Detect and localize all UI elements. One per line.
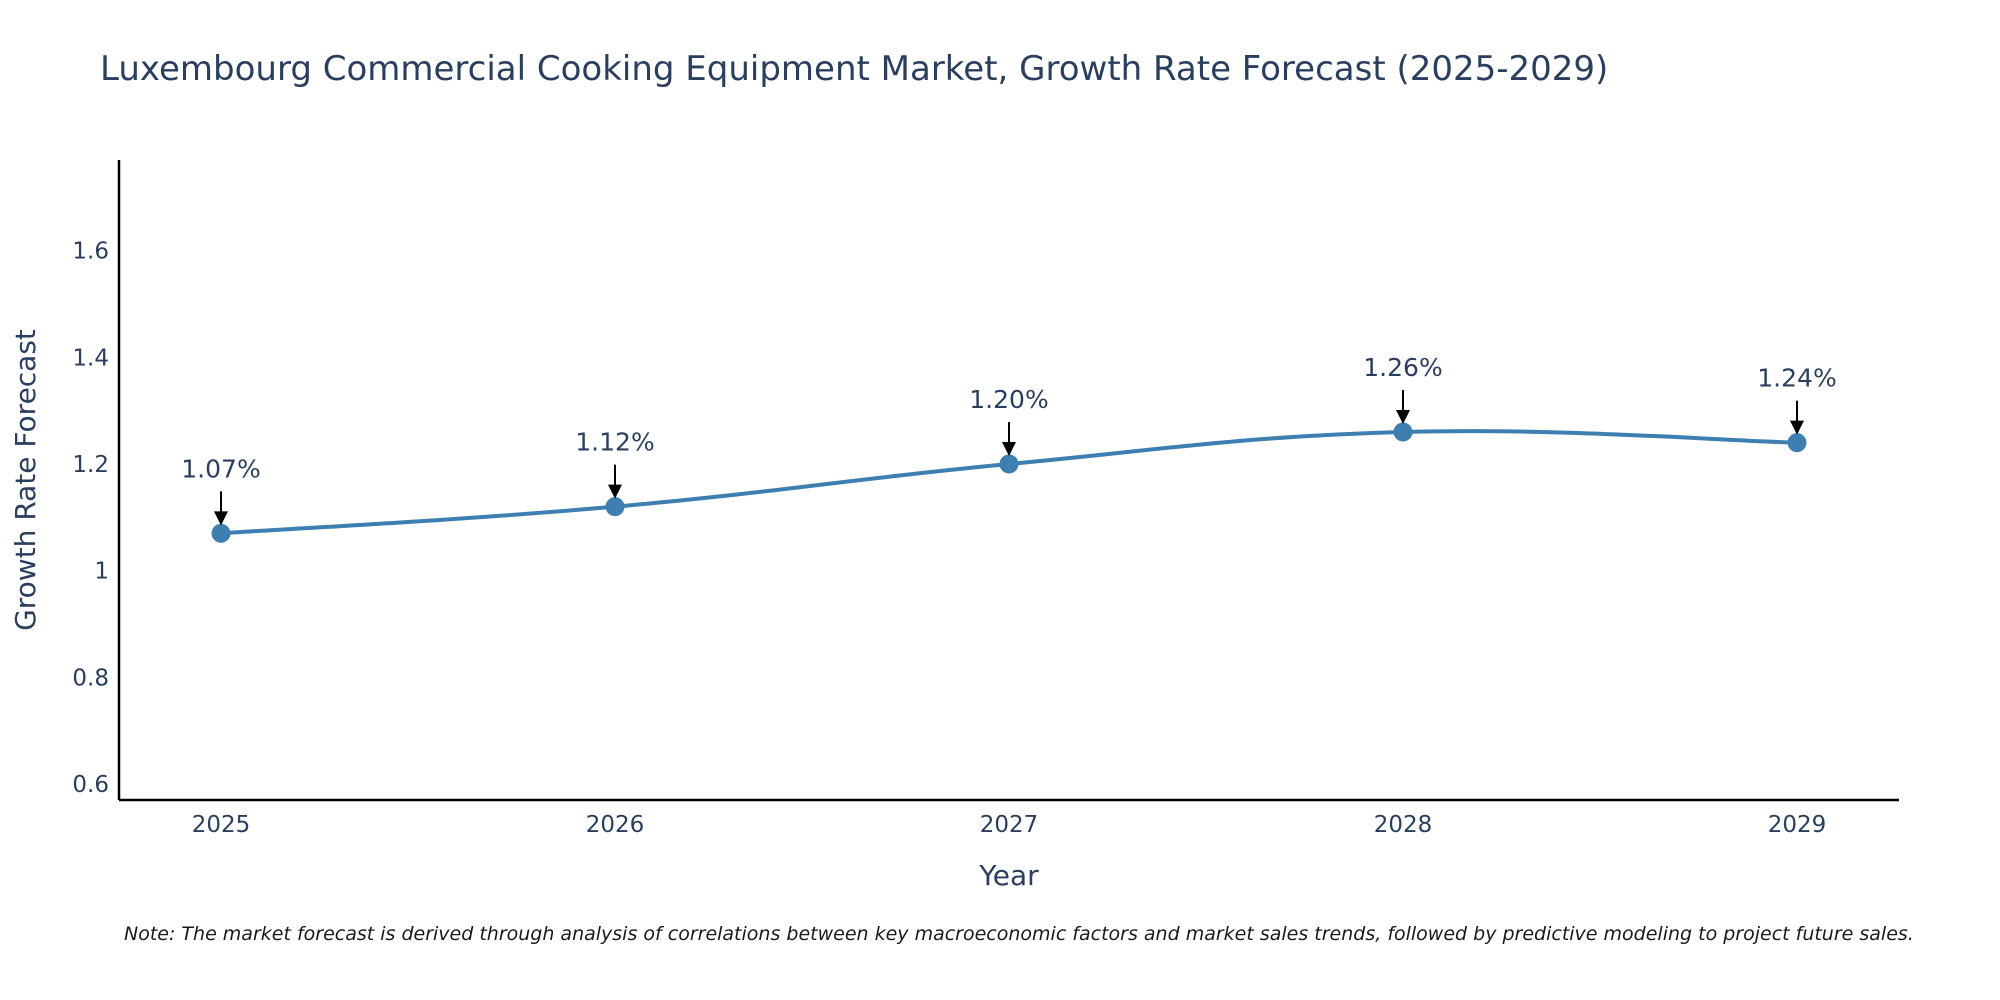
y-tick-label: 1.2 (72, 452, 109, 478)
x-tick-label: 2029 (1768, 812, 1827, 838)
annotation-arrow-head (1790, 420, 1804, 435)
annotation-arrow-head (608, 484, 622, 499)
chart-title: Luxembourg Commercial Cooking Equipment … (100, 49, 1608, 89)
y-tick-label: 0.6 (72, 772, 109, 798)
data-point-marker (605, 497, 625, 517)
y-tick-label: 0.8 (72, 665, 109, 691)
annotation-arrow-head (1396, 410, 1410, 424)
labels-layer: 1.07% 1.12% 1.20% 1.26% 1.24% (181, 353, 1837, 526)
y-tick-label: 1.6 (72, 239, 109, 265)
x-tick-label: 2026 (586, 812, 645, 838)
y-tick-label: 1.4 (72, 345, 109, 371)
annotation-arrow-head (1002, 442, 1016, 456)
series-layer (211, 422, 1807, 543)
chart-note: Note: The market forecast is derived thr… (124, 923, 1914, 945)
x-tick-label: 2027 (980, 812, 1039, 838)
data-point-marker (999, 454, 1019, 474)
data-point-marker (211, 523, 231, 543)
data-label: 1.07% (181, 454, 260, 483)
data-label: 1.26% (1363, 353, 1442, 382)
data-point-marker (1393, 422, 1413, 442)
x-tick-label: 2025 (192, 812, 251, 838)
data-label: 1.24% (1757, 364, 1836, 393)
data-point-marker (1787, 433, 1807, 453)
y-tick-label: 1 (94, 559, 109, 585)
annotation-arrow-head (214, 511, 228, 526)
data-label: 1.20% (969, 385, 1048, 414)
y-axis-title: Growth Rate Forecast (9, 329, 42, 631)
x-tick-label: 2028 (1374, 812, 1433, 838)
data-label: 1.12% (575, 428, 654, 457)
axes-layer: 0.6 0.8 1 1.2 1.4 1.6 2025 2026 2027 2028 2029 (72, 160, 1899, 838)
x-axis-title: Year (978, 859, 1039, 892)
